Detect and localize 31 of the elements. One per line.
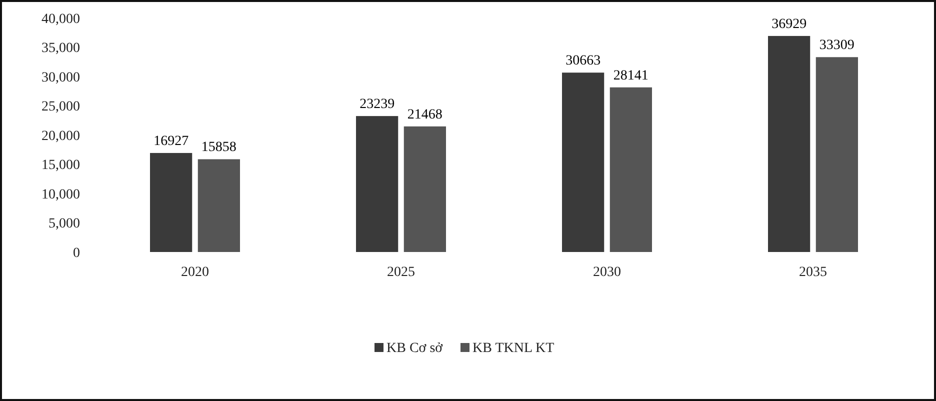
data-label: 30663 — [566, 54, 601, 69]
y-tick-label: 0 — [73, 246, 80, 261]
x-tick-label: 2035 — [799, 265, 827, 280]
y-tick-label: 5,000 — [48, 216, 80, 232]
x-tick-label: 2025 — [387, 265, 415, 280]
data-label: 21468 — [407, 107, 442, 122]
bar — [816, 57, 858, 252]
bar — [610, 87, 652, 252]
data-label: 28141 — [613, 68, 648, 84]
y-tick-label: 15,000 — [42, 158, 80, 174]
data-label: 36929 — [772, 16, 807, 32]
y-tick-label: 40,000 — [42, 12, 80, 27]
y-tick-label: 10,000 — [42, 187, 80, 202]
bar — [562, 72, 604, 252]
x-tick-label: 2020 — [181, 265, 209, 280]
data-label: 16927 — [154, 134, 189, 149]
data-label: 15858 — [201, 140, 236, 156]
bar — [768, 36, 810, 252]
bar — [198, 159, 240, 252]
bar — [150, 152, 192, 252]
y-tick-label: 25,000 — [42, 100, 80, 115]
data-label: 23239 — [360, 97, 395, 112]
y-tick-label: 30,000 — [42, 70, 80, 86]
legend-label: KB Cơ sở — [386, 341, 444, 356]
data-label: 33309 — [819, 38, 854, 54]
x-tick-label: 2030 — [593, 265, 621, 280]
bar — [356, 116, 398, 252]
y-tick-label: 20,000 — [42, 128, 80, 144]
bar — [404, 126, 446, 252]
y-tick-label: 35,000 — [42, 41, 80, 56]
legend-label: KB TKNL KT — [472, 341, 555, 356]
